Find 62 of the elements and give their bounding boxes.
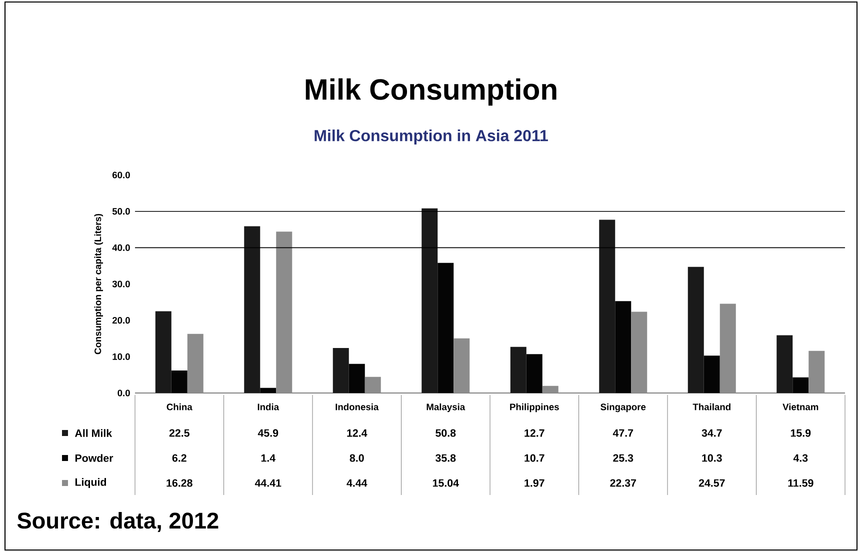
bar — [454, 338, 470, 393]
data-label: 35.8 — [436, 454, 456, 462]
bar — [244, 226, 260, 393]
data-label: 1.4 — [261, 454, 276, 462]
data-label: 10.3 — [702, 454, 722, 462]
y-tick-label: 50.0 — [112, 208, 130, 215]
data-label: 34.7 — [702, 429, 722, 437]
y-tick-label: 30.0 — [112, 280, 130, 288]
bar — [332, 348, 349, 393]
bar — [720, 304, 736, 393]
x-tick-label: Philippines — [510, 403, 559, 412]
data-label: 22.37 — [610, 479, 636, 487]
data-label: 47.7 — [612, 429, 634, 437]
y-axis-title: Consumption per capita (Liters) — [94, 214, 103, 354]
x-tick-label: Malaysia — [426, 403, 466, 412]
data-label: 8.0 — [350, 454, 364, 462]
bar — [688, 266, 704, 393]
bar — [808, 350, 825, 393]
x-tick-label: India — [258, 403, 280, 410]
bar — [187, 334, 204, 393]
chart-subtitle: Milk Consumption in Asia 2011 — [314, 130, 548, 144]
bar — [510, 346, 526, 393]
x-tick-label: Singapore — [600, 403, 646, 412]
data-label: 24.57 — [698, 479, 725, 487]
legend-label: Liquid — [75, 478, 106, 488]
bar — [599, 220, 616, 393]
legend-label: All Milk — [74, 429, 112, 437]
data-label: 50.8 — [436, 429, 456, 437]
data-label: 22.5 — [169, 429, 190, 437]
data-label: 25.3 — [613, 454, 634, 462]
data-label: 12.4 — [347, 429, 368, 437]
data-label: 45.9 — [258, 429, 278, 437]
bar — [631, 312, 648, 393]
x-tick-label: Vietnam — [782, 403, 818, 410]
data-label: 4.44 — [346, 479, 368, 487]
data-label: 11.59 — [788, 479, 814, 487]
y-tick-label: 0.0 — [118, 390, 130, 396]
bar — [542, 386, 558, 393]
data-label: 10.7 — [524, 454, 544, 462]
data-label: 16.28 — [166, 479, 192, 487]
x-tick-label: Indonesia — [336, 403, 379, 410]
bar — [155, 311, 172, 393]
data-label: 4.3 — [793, 454, 808, 462]
data-label: 6.2 — [172, 454, 186, 462]
bar — [422, 208, 438, 393]
source-note: Source: data, 2012 — [17, 512, 218, 532]
chart-title: Milk Consumption — [306, 78, 556, 106]
bar — [276, 232, 292, 393]
data-label: 12.7 — [524, 429, 544, 437]
x-tick-label: China — [166, 403, 192, 410]
data-label: 44.41 — [254, 479, 282, 487]
bar — [776, 335, 793, 393]
legend-label: Powder — [75, 454, 114, 462]
y-tick-label: 40.0 — [112, 244, 130, 251]
data-label: 15.9 — [790, 429, 811, 437]
data-label: 1.97 — [524, 479, 544, 487]
y-tick-label: 20.0 — [112, 317, 130, 324]
x-tick-label: Thailand — [692, 403, 730, 410]
y-tick-label: 10.0 — [112, 353, 130, 360]
bar — [364, 376, 381, 393]
y-tick-label: 60.0 — [112, 172, 130, 178]
data-label: 15.04 — [432, 479, 459, 487]
